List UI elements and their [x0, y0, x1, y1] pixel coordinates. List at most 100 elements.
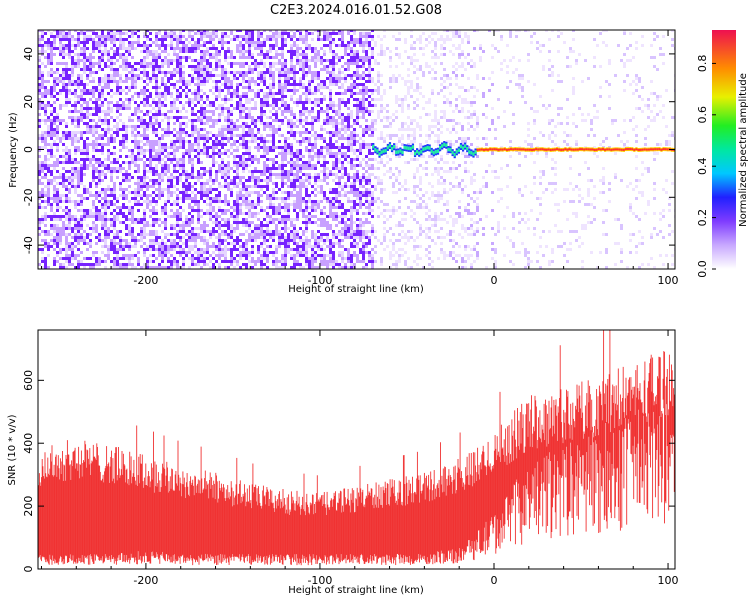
heatmap-cell	[194, 113, 197, 116]
heatmap-cell	[158, 149, 161, 152]
heatmap-cell	[101, 221, 104, 224]
heatmap-cell	[191, 35, 194, 38]
heatmap-cell	[338, 215, 341, 218]
heatmap-cell	[332, 161, 335, 164]
heatmap-cell	[146, 245, 149, 248]
heatmap-cell	[293, 167, 296, 170]
heatmap-cell	[206, 62, 209, 65]
heatmap-cell	[53, 242, 56, 245]
heatmap-cell	[131, 68, 134, 71]
heatmap-cell	[182, 122, 185, 125]
heatmap-cell	[293, 86, 296, 89]
heatmap-cell	[89, 194, 92, 197]
heatmap-cell	[197, 260, 200, 263]
heatmap-cell	[221, 146, 224, 149]
heatmap-cell	[302, 248, 305, 251]
heatmap-cell	[71, 80, 74, 83]
heatmap-cell	[95, 191, 98, 194]
heatmap-cell	[212, 146, 215, 149]
heatmap-cell	[134, 107, 137, 110]
heatmap-cell	[65, 131, 68, 134]
heatmap-cell	[59, 182, 62, 185]
heatmap-cell	[203, 77, 206, 80]
heatmap-cell	[146, 197, 149, 200]
heatmap-cell	[125, 77, 128, 80]
heatmap-cell	[194, 194, 197, 197]
heatmap-cell	[269, 50, 272, 53]
heatmap-cell	[155, 149, 158, 152]
heatmap-cell	[50, 209, 53, 212]
heatmap-cell	[206, 134, 209, 137]
heatmap-cell	[68, 170, 71, 173]
heatmap-cell	[338, 194, 341, 197]
heatmap-cell	[143, 104, 146, 107]
heatmap-cell	[200, 83, 203, 86]
heatmap-cell	[113, 197, 116, 200]
heatmap-cell	[86, 236, 89, 239]
heatmap-cell	[290, 224, 293, 227]
heatmap-cell	[47, 41, 50, 44]
heatmap-cell	[119, 92, 122, 95]
heatmap-cell	[269, 47, 272, 50]
heatmap-cell	[257, 182, 260, 185]
heatmap-cell	[218, 197, 221, 200]
heatmap-cell	[311, 209, 314, 212]
heatmap-cell	[143, 71, 146, 74]
heatmap-cell	[248, 116, 251, 119]
heatmap-cell	[191, 149, 194, 152]
heatmap-cell	[68, 134, 71, 137]
heatmap-cell	[329, 119, 332, 122]
heatmap-cell	[293, 164, 296, 167]
heatmap-cell	[119, 239, 122, 242]
heatmap-cell	[281, 47, 284, 50]
heatmap-cell	[323, 197, 326, 200]
heatmap-cell	[161, 143, 164, 146]
heatmap-cell	[248, 224, 251, 227]
heatmap-cell	[281, 146, 284, 149]
heatmap-cell	[59, 173, 62, 176]
heatmap-cell	[116, 125, 119, 128]
heatmap-cell	[134, 101, 137, 104]
heatmap-cell	[92, 50, 95, 53]
heatmap-cell	[305, 35, 308, 38]
heatmap-cell	[269, 245, 272, 248]
heatmap-cell	[272, 146, 275, 149]
heatmap-cell	[221, 71, 224, 74]
heatmap-cell	[152, 122, 155, 125]
heatmap-cell	[179, 248, 182, 251]
heatmap-cell	[203, 230, 206, 233]
heatmap-cell	[227, 260, 230, 263]
heatmap-cell	[266, 104, 269, 107]
heatmap-cell	[221, 137, 224, 140]
heatmap-cell	[281, 50, 284, 53]
heatmap-cell	[173, 146, 176, 149]
heatmap-cell	[263, 41, 266, 44]
heatmap-cell	[38, 68, 41, 71]
heatmap-cell	[242, 251, 245, 254]
heatmap-cell	[161, 254, 164, 257]
heatmap-cell	[152, 230, 155, 233]
heatmap-cell	[116, 53, 119, 56]
heatmap-cell	[230, 110, 233, 113]
heatmap-cell	[209, 236, 212, 239]
heatmap-cell	[95, 251, 98, 254]
heatmap-cell	[296, 254, 299, 257]
heatmap-cell	[227, 125, 230, 128]
heatmap-cell	[260, 194, 263, 197]
heatmap-cell	[128, 230, 131, 233]
heatmap-cell	[305, 89, 308, 92]
heatmap-cell	[155, 167, 158, 170]
heatmap-cell	[272, 206, 275, 209]
heatmap-cell	[98, 239, 101, 242]
heatmap-cell	[47, 104, 50, 107]
heatmap-cell	[107, 143, 110, 146]
heatmap-cell	[281, 227, 284, 230]
heatmap-cell	[164, 104, 167, 107]
heatmap-cell	[317, 134, 320, 137]
heatmap-cell	[272, 83, 275, 86]
heatmap-cell	[281, 182, 284, 185]
heatmap-cell	[332, 167, 335, 170]
heatmap-cell	[83, 140, 86, 143]
heatmap-cell	[302, 167, 305, 170]
heatmap-cell	[287, 218, 290, 221]
